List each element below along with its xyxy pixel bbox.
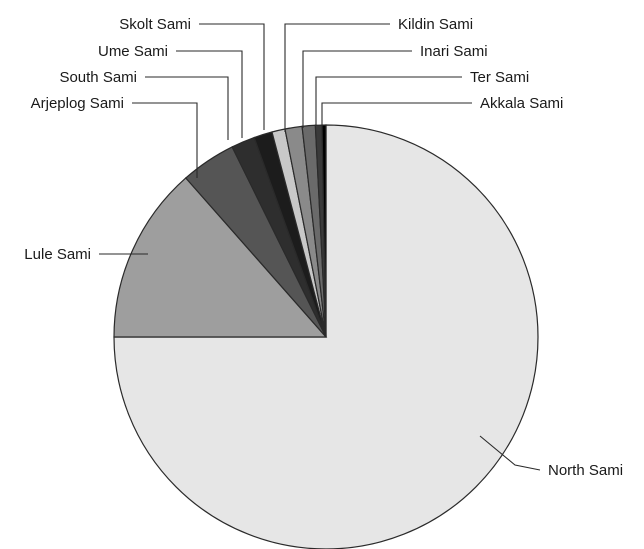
slice-label-inari-sami: Inari Sami — [420, 43, 488, 60]
slice-label-kildin-sami: Kildin Sami — [398, 16, 473, 33]
slice-label-skolt-sami: Skolt Sami — [119, 16, 191, 33]
slice-label-south-sami: South Sami — [59, 69, 137, 86]
slice-label-ume-sami: Ume Sami — [98, 43, 168, 60]
slice-label-akkala-sami: Akkala Sami — [480, 95, 563, 112]
leader-line-arjeplog-sami — [132, 103, 197, 178]
slice-label-arjeplog-sami: Arjeplog Sami — [31, 95, 124, 112]
leader-line-south-sami — [145, 77, 228, 140]
leader-line-inari-sami — [303, 51, 412, 128]
pie-wedges — [114, 125, 538, 549]
leader-line-ter-sami — [316, 77, 462, 126]
leader-line-ume-sami — [176, 51, 242, 138]
leader-line-kildin-sami — [285, 24, 390, 132]
leader-line-akkala-sami — [322, 103, 472, 126]
slice-label-north-sami: North Sami — [548, 462, 623, 479]
slice-label-ter-sami: Ter Sami — [470, 69, 529, 86]
slice-label-lule-sami: Lule Sami — [24, 246, 91, 263]
